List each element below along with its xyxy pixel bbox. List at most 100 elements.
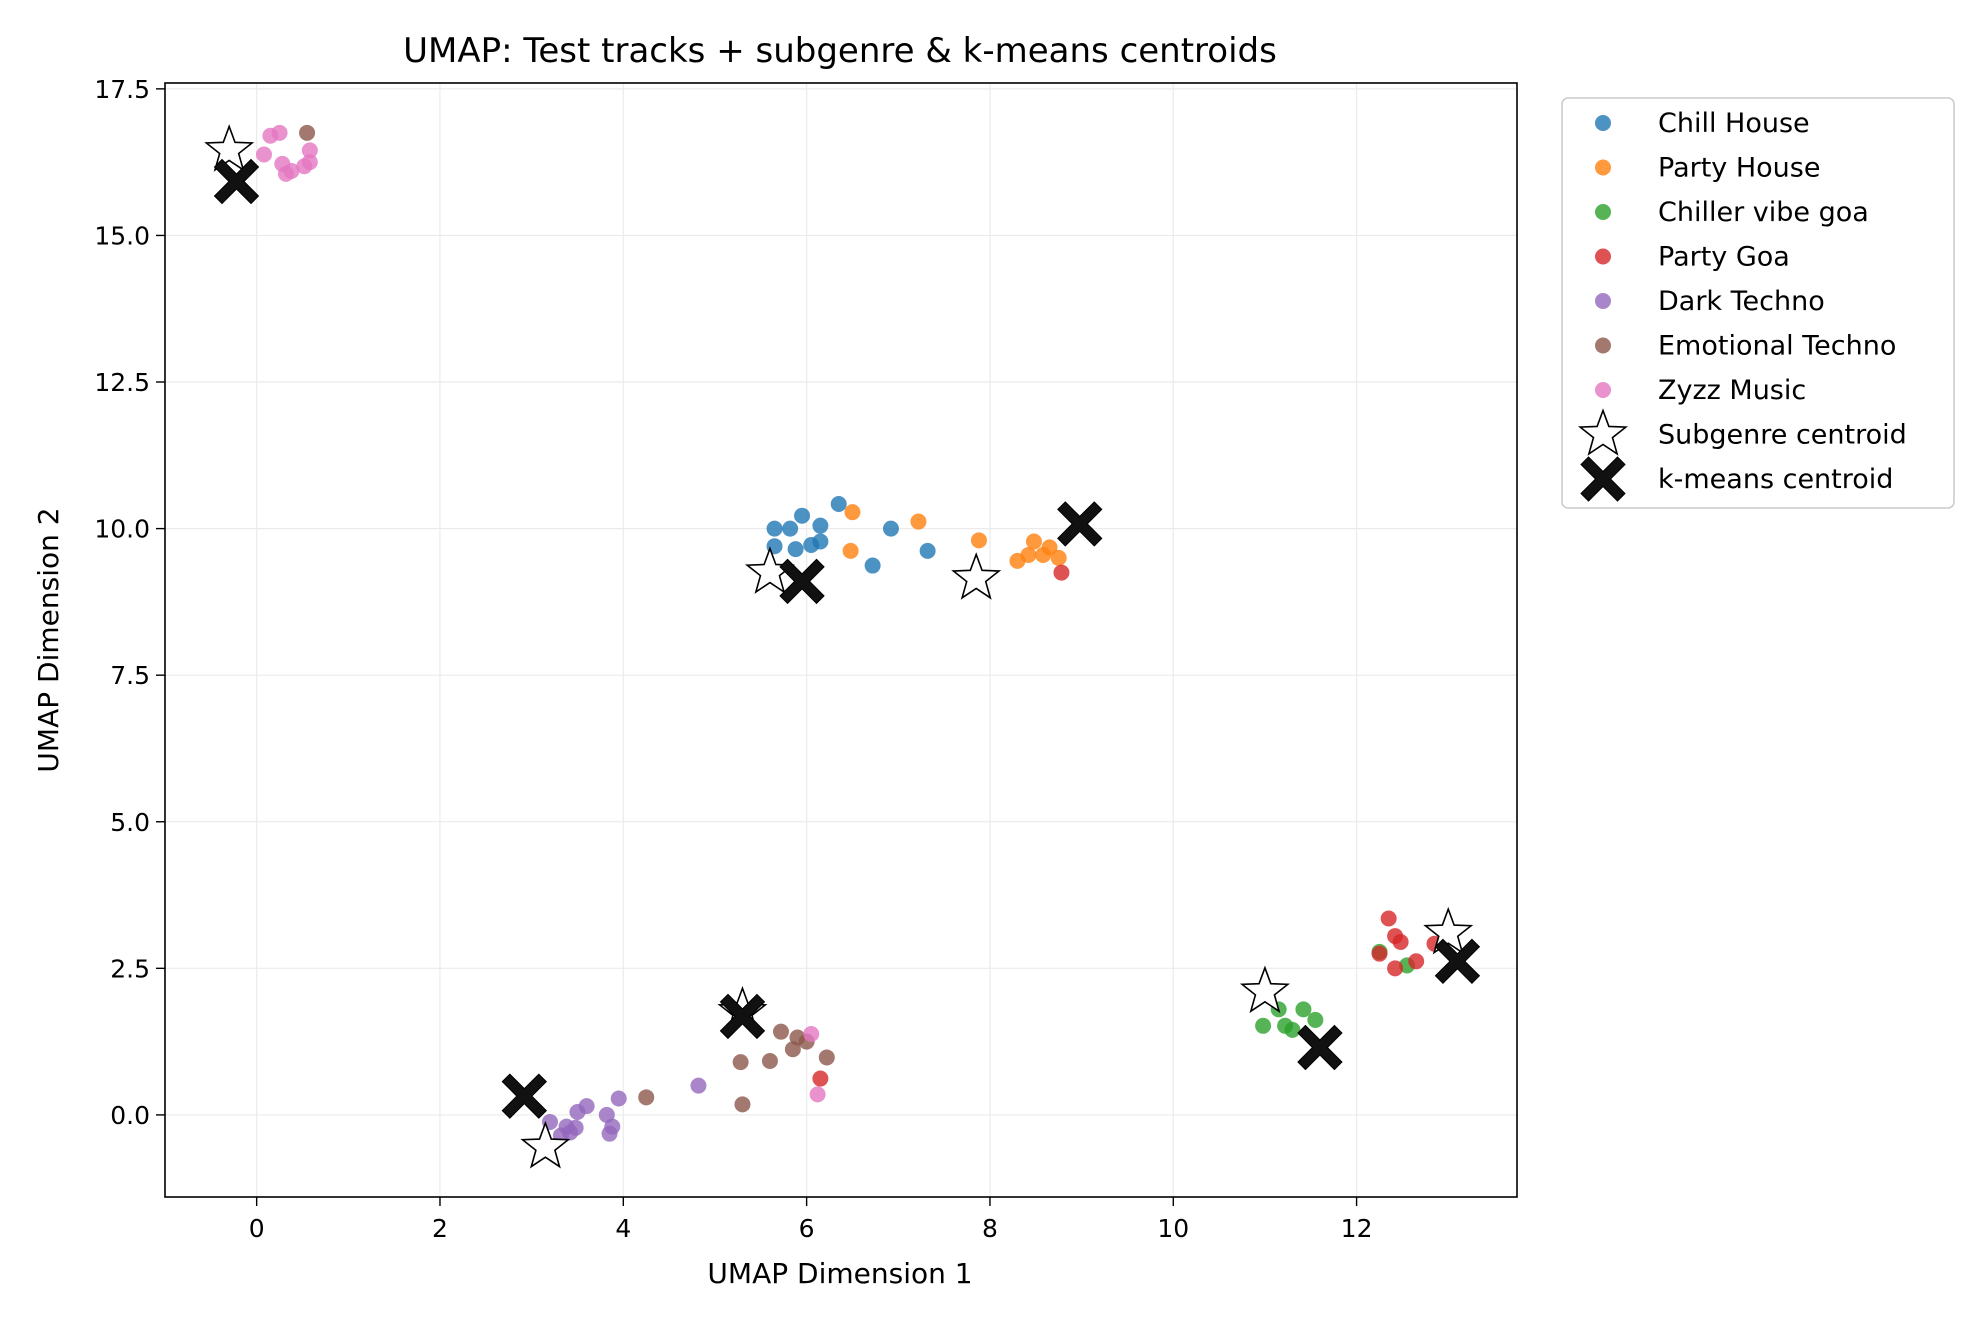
- data-point: [794, 507, 811, 524]
- data-point: [772, 1023, 789, 1040]
- kmeans-centroid-marker: [1057, 501, 1103, 547]
- data-point: [812, 1070, 829, 1087]
- x-tick-label: 6: [799, 1214, 815, 1243]
- data-point: [1053, 564, 1070, 581]
- kmeans-centroid-marker: [779, 558, 825, 605]
- x-tick-label: 0: [249, 1214, 265, 1243]
- legend-label: Zyzz Music: [1658, 375, 1806, 406]
- data-point: [766, 520, 783, 537]
- x-tick-label: 8: [982, 1214, 998, 1243]
- subgenre-centroid-marker: [520, 1120, 571, 1169]
- plot-frame: [164, 82, 1518, 1198]
- subgenre-centroid-marker: [951, 552, 1002, 600]
- y-tick-label: 0.0: [110, 1101, 150, 1130]
- legend-label: Chiller vibe goa: [1658, 197, 1869, 228]
- y-tick-label: 2.5: [110, 954, 150, 983]
- subgenre-centroid-marker: [1423, 906, 1474, 955]
- data-point: [732, 1054, 749, 1071]
- subgenre-centroid-marker: [1239, 965, 1290, 1014]
- data-point: [1307, 1011, 1324, 1028]
- data-point: [882, 520, 899, 537]
- y-tick-label: 5.0: [110, 808, 150, 837]
- series-party-house: [842, 504, 1067, 569]
- data-point: [1284, 1021, 1301, 1038]
- data-point: [255, 146, 272, 163]
- legend-marker: [1595, 204, 1611, 220]
- series-party-goa: [812, 564, 1443, 1087]
- data-point: [690, 1077, 707, 1094]
- data-point: [812, 517, 829, 534]
- data-point: [610, 1090, 627, 1107]
- data-point: [299, 124, 316, 141]
- kmeans-centroid-marker: [719, 993, 766, 1040]
- legend-label: Subgenre centroid: [1658, 420, 1907, 451]
- x-tick-label: 12: [1341, 1214, 1373, 1243]
- data-point: [1020, 546, 1037, 563]
- data-point: [1050, 549, 1067, 566]
- y-axis: 0.0 2.5 5.0 7.5 10.0 12.5 15.0 17.5: [94, 75, 165, 1130]
- legend-marker: [1595, 337, 1611, 354]
- plot-background: [165, 83, 1517, 1197]
- data-point: [803, 1026, 820, 1042]
- y-tick-label: 15.0: [94, 221, 150, 250]
- subgenre-centroid-marker: [204, 124, 255, 172]
- data-point: [818, 1049, 835, 1066]
- grid-lines: [165, 83, 1517, 1197]
- data-point: [301, 154, 318, 171]
- data-point: [919, 542, 936, 559]
- y-tick-label: 12.5: [94, 368, 150, 397]
- data-point: [842, 542, 859, 559]
- data-point: [910, 513, 927, 530]
- y-tick-label: 7.5: [110, 661, 150, 690]
- data-point: [1387, 960, 1404, 977]
- legend-marker: [1595, 115, 1611, 131]
- data-point: [812, 533, 829, 550]
- data-point: [1041, 539, 1058, 556]
- legend-marker: [1577, 408, 1629, 456]
- y-axis-label: UMAP Dimension 2: [32, 507, 65, 772]
- x-tick-label: 4: [615, 1214, 631, 1243]
- data-point: [734, 1096, 751, 1113]
- data-point: [271, 124, 288, 141]
- data-point: [567, 1119, 584, 1136]
- legend: Chill House Party House Chiller vibe goa Pa…: [1561, 97, 1955, 509]
- data-point: [787, 541, 804, 558]
- legend-label: Party Goa: [1658, 242, 1790, 273]
- series-zyzz-music: [255, 124, 826, 1103]
- legend-label: Dark Techno: [1658, 286, 1825, 317]
- legend-marker: [1595, 293, 1611, 309]
- series-emotional-techno: [299, 124, 835, 1113]
- data-point: [1371, 945, 1388, 962]
- plot-area: [164, 82, 1518, 1198]
- x-tick-label: 10: [1157, 1214, 1189, 1243]
- data-point: [782, 520, 799, 537]
- data-points: [255, 124, 1443, 1144]
- data-point: [844, 504, 861, 521]
- kmeans-centroid-marker: [1297, 1024, 1343, 1071]
- legend-label: k-means centroid: [1658, 464, 1893, 495]
- x-tick-label: 2: [432, 1214, 448, 1243]
- y-tick-label: 17.5: [94, 75, 150, 104]
- data-point: [809, 1086, 826, 1103]
- legend-frame: [1561, 97, 1955, 509]
- data-point: [1255, 1017, 1272, 1034]
- data-point: [864, 557, 881, 574]
- data-point: [601, 1125, 618, 1142]
- legend-marker: [1595, 382, 1611, 398]
- data-point: [830, 495, 847, 512]
- x-axis-label: UMAP Dimension 1: [707, 1257, 972, 1290]
- kmeans-centroid-marker: [1434, 938, 1481, 985]
- legend-label: Party House: [1658, 153, 1820, 184]
- legend-marker: [1580, 456, 1626, 502]
- data-point: [638, 1089, 655, 1106]
- kmeans-centroid-marker: [501, 1073, 548, 1119]
- x-axis: 0 2 4 6 8 10 12: [249, 1197, 1373, 1243]
- data-point: [1025, 533, 1042, 550]
- data-point: [301, 142, 318, 159]
- y-tick-label: 10.0: [94, 515, 150, 544]
- centroid-markers: [204, 124, 1481, 1169]
- data-point: [578, 1098, 595, 1115]
- data-point: [1408, 953, 1425, 970]
- legend-label: Chill House: [1658, 108, 1810, 139]
